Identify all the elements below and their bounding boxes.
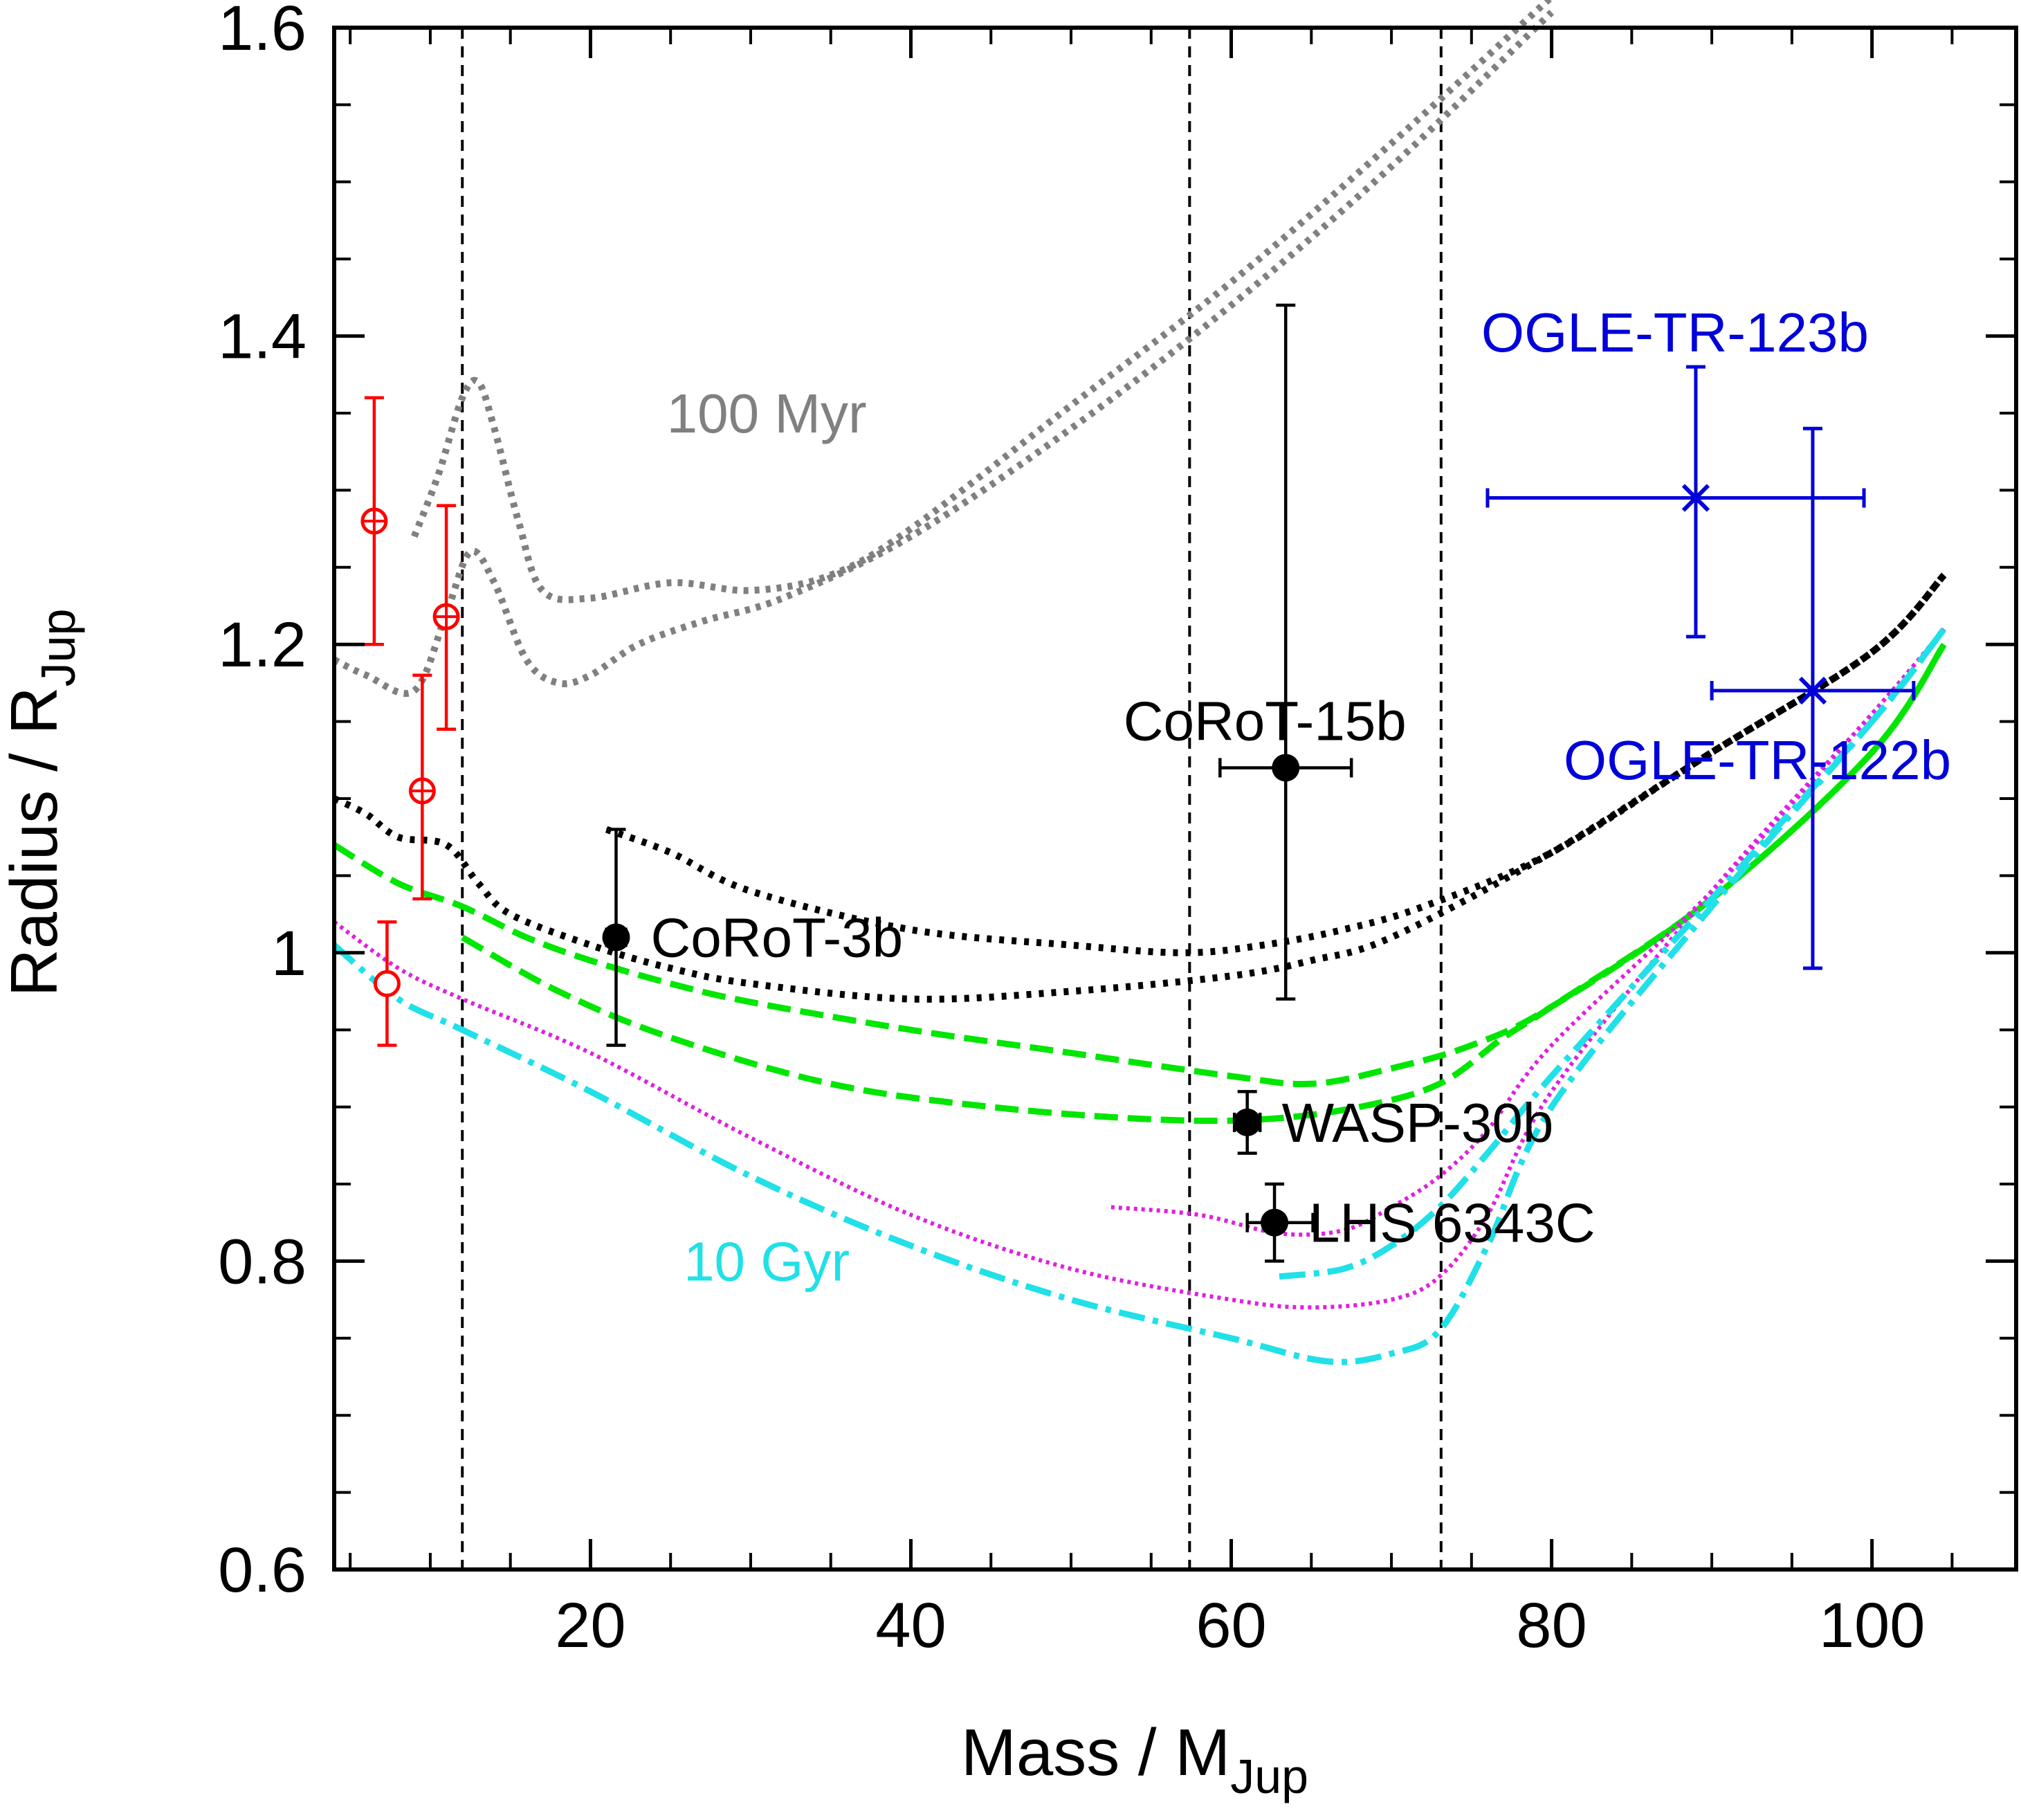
- x-tick-label: 20: [555, 1590, 625, 1661]
- model-curves: [332, 0, 1947, 1365]
- x-axis-title-main: Mass / M: [961, 1716, 1230, 1790]
- x-tick-label: 80: [1516, 1590, 1586, 1661]
- data-point-unnamed: [432, 504, 460, 731]
- point-marker: [373, 970, 401, 997]
- y-tick-label: 0.6: [218, 1535, 307, 1605]
- data-points: CoRoT-3b CoRoT-15b WASP-30b LHS 6343C OGLE-T…: [360, 302, 1951, 1263]
- model-curve-dotted-magenta: [1110, 627, 1946, 1237]
- point-marker: [1272, 754, 1300, 782]
- y-tick-label: 1.4: [218, 302, 307, 372]
- minor-ticks: [334, 28, 2016, 1569]
- model-curve-dashdot-cyan: [1279, 627, 1947, 1280]
- point-marker-x: [1798, 676, 1827, 705]
- data-point-corot-15b: CoRoT-15b: [1124, 303, 1407, 1001]
- point-label: OGLE-TR-122b: [1564, 729, 1951, 791]
- point-label: WASP-30b: [1282, 1092, 1554, 1154]
- point-label: OGLE-TR-123b: [1481, 302, 1869, 363]
- age-annotations: 100 Myr 10 Gyr: [667, 383, 867, 1292]
- x-tick-label: 100: [1819, 1590, 1926, 1661]
- data-point-unnamed: [408, 673, 436, 901]
- model-curve-dotted-gray: [332, 10, 1555, 698]
- model-curve-dotted-black: [332, 572, 1947, 1003]
- plot-frame: [332, 26, 2018, 1572]
- age-annotation: 100 Myr: [667, 383, 867, 444]
- data-point-wasp-30b: WASP-30b: [1232, 1090, 1554, 1155]
- data-point-corot-3b: CoRoT-3b: [602, 828, 903, 1047]
- axis-ticks: 20 40 60 80 100 0.6 0.8 1 1.2 1.4 1.6: [218, 0, 2016, 1661]
- y-tick-label: 1.6: [218, 0, 307, 64]
- model-curve-dashdot-cyan: [332, 627, 1947, 1365]
- age-annotation: 10 Gyr: [684, 1230, 850, 1292]
- x-tick-label: 60: [1196, 1590, 1266, 1661]
- data-point-unnamed: [373, 920, 401, 1047]
- data-point-lhs-6343c: LHS 6343C: [1245, 1182, 1595, 1263]
- data-point-ogle-tr-122b: OGLE-TR-122b: [1564, 426, 1951, 970]
- y-tick-label: 0.8: [218, 1226, 307, 1297]
- point-label: CoRoT-3b: [650, 907, 903, 969]
- x-axis-title-sub: Jup: [1230, 1749, 1308, 1803]
- x-tick-label: 40: [875, 1590, 946, 1661]
- point-marker: [602, 923, 630, 952]
- y-tick-label: 1: [271, 918, 307, 989]
- y-axis-title-sub: Jup: [31, 608, 85, 686]
- boundary-lines: [461, 28, 1443, 1569]
- y-tick-label: 1.2: [218, 610, 307, 680]
- point-marker-x: [1681, 484, 1710, 512]
- point-marker: [1233, 1108, 1261, 1136]
- y-axis-title: Radius / RJup: [0, 608, 85, 997]
- data-point-unnamed: [360, 396, 388, 646]
- point-marker: [1261, 1208, 1289, 1237]
- y-axis-title-main: Radius / R: [0, 686, 71, 997]
- data-point-ogle-tr-123b: OGLE-TR-123b: [1481, 302, 1869, 639]
- x-axis-title: Mass / MJup: [961, 1716, 1308, 1803]
- model-curve-dotted-gray: [411, 0, 1554, 603]
- point-label: CoRoT-15b: [1124, 690, 1407, 752]
- point-label: LHS 6343C: [1309, 1192, 1595, 1254]
